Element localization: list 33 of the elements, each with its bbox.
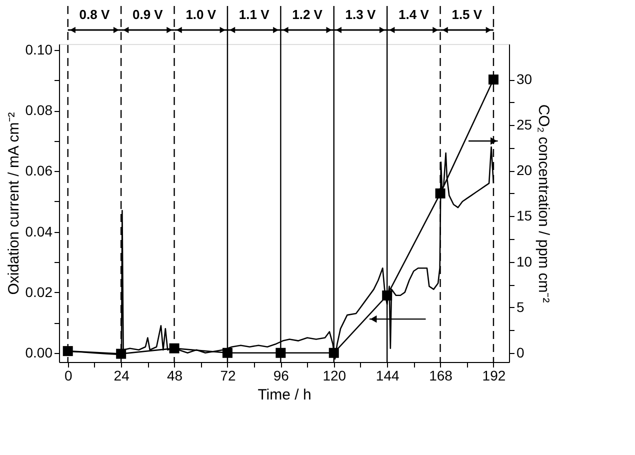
y-tick-label: 0.04 <box>25 223 53 240</box>
y-tick-label: 0.02 <box>25 284 53 300</box>
x-tick-label: 48 <box>166 368 183 384</box>
text: 1.2 V <box>292 7 323 22</box>
text: 1.3 V <box>345 7 376 22</box>
y-tick-label: 0.08 <box>25 102 53 118</box>
text: 1.5 V <box>452 7 482 22</box>
x-tick-label: 168 <box>429 368 453 384</box>
y-tick-label: 0.06 <box>25 162 53 179</box>
y2-axis-title: CO₂ concentration / ppm cm⁻² <box>535 104 552 303</box>
x-tick-label: 144 <box>376 368 400 384</box>
y-axis-title: Oxidation current / mA cm⁻² <box>5 112 22 295</box>
y2-tick-label: 0 <box>516 344 524 360</box>
y-tick-label: 0.10 <box>25 42 53 58</box>
text: 1.0 V <box>186 7 216 22</box>
x-tick-label: 72 <box>220 368 236 384</box>
text: 1.4 V <box>398 7 430 22</box>
x-tick-label: 24 <box>114 368 130 384</box>
text: 1.1 V <box>238 7 270 22</box>
x-tick-label: 192 <box>482 368 506 384</box>
text: 0.9 V <box>132 7 164 22</box>
text: 0.8 V <box>79 7 110 22</box>
y2-tick-label: 25 <box>516 116 532 133</box>
x-tick-label: 96 <box>273 368 290 384</box>
y2-tick-label: 5 <box>516 298 524 315</box>
x-axis-title: Time / h <box>258 386 312 404</box>
x-tick-label: 0 <box>64 368 72 384</box>
x-tick-label: 120 <box>322 368 346 384</box>
y2-tick-label: 30 <box>516 71 532 88</box>
y2-tick-label: 10 <box>516 253 532 270</box>
y-tick-label: 0.00 <box>25 344 53 360</box>
y2-tick-label: 20 <box>516 162 532 178</box>
y2-tick-label: 15 <box>516 208 532 224</box>
